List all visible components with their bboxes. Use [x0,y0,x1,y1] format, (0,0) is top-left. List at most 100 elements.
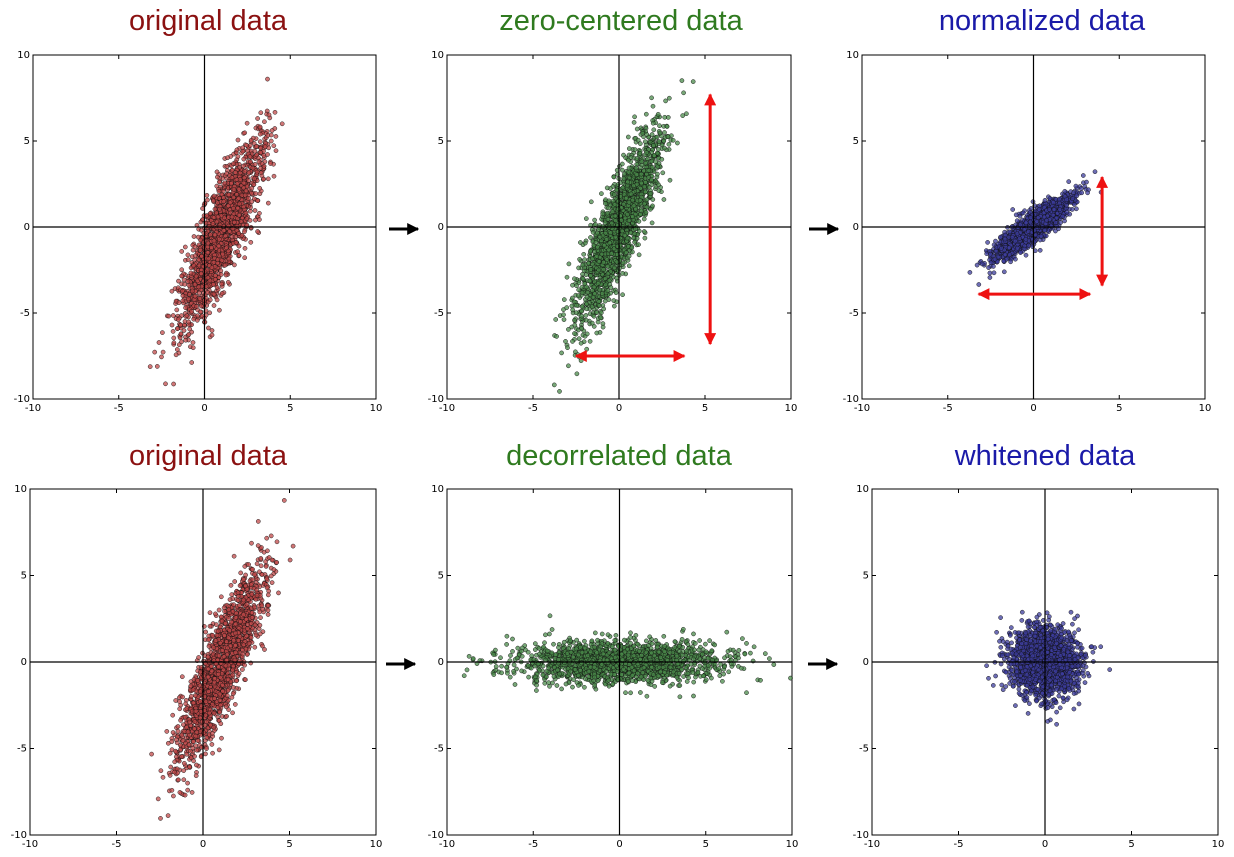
scatter-point [206,256,212,262]
scatter-point [187,291,192,297]
scatter-point [225,155,230,161]
scatter-point [681,90,686,96]
scatter-point [563,339,568,344]
scatter-point [265,76,270,82]
scatter-point [967,270,973,275]
x-tick-label: 0 [1030,403,1036,414]
scatter-point [625,212,630,217]
scatter-point [601,243,607,248]
scatter-point [606,278,612,284]
scatter-point [644,132,650,137]
scatter-point [236,195,242,201]
scatter-point [214,297,220,303]
scatter-point [258,145,264,151]
scatter-point [606,198,612,204]
scatter-point [236,212,242,218]
scatter-point [623,196,629,201]
y-tick-label: 0 [853,222,859,233]
scatter-point [248,137,254,143]
scatter-point [634,172,639,177]
scatter-point [175,317,181,322]
scatter-point [637,151,643,156]
scatter-point [253,217,258,223]
scatter-point [247,218,253,223]
scatter-point [594,253,600,259]
scatter-point [609,251,614,256]
scatter-point [564,305,570,310]
scatter-point [583,313,589,318]
scatter-point [185,252,191,258]
scatter-point [636,242,641,247]
scatter-point [186,282,192,288]
scatter-point [279,121,285,127]
scatter-point [169,322,175,328]
scatter-point [570,307,576,313]
scatter-point [171,340,177,346]
y-tick-label: -5 [849,308,859,319]
scatter-point [255,198,260,203]
scatter-point [216,236,222,242]
scatter-point [242,130,248,136]
y-tick-label: 0 [24,222,30,233]
scatter-point [197,296,203,301]
scatter-point [634,126,640,132]
scatter-point [252,148,258,154]
scatter-point [205,250,211,256]
scatter-point [1078,186,1084,191]
scatter-point [650,203,655,209]
scatter-point [176,300,182,306]
scatter-point [178,322,183,328]
scatter-point [588,199,594,205]
scatter-point [619,228,625,234]
scatter-point [252,176,257,182]
scatter-point [670,137,676,143]
scatter-point [243,188,249,194]
y-tick-label: -5 [20,308,30,319]
scatter-point [656,146,661,152]
scatter-point [215,257,221,263]
scatter-point [579,304,585,310]
scatter-point [257,131,263,137]
scatter-point [181,277,187,283]
scatter-point [180,298,186,304]
scatter-point [257,124,263,130]
scatter-point [594,310,600,315]
scatter-point [205,275,211,281]
scatter-point [229,214,235,220]
scatter-point [593,221,598,227]
scatter-point [656,182,661,188]
scatter-point [628,154,634,160]
scatter-point [641,229,647,234]
scatter-point [609,220,615,226]
scatter-point [629,245,635,251]
scatter-point [650,103,656,109]
scatter-point [207,297,213,303]
scatter-point [181,328,187,333]
scatter-point [611,174,617,180]
scatter-point [604,237,609,242]
scatter-point [607,240,613,246]
scatter-point [235,154,241,159]
scatter-point [224,164,230,169]
scatter-point [192,293,198,299]
scatter-point [580,276,586,282]
scatter-point [679,78,685,83]
scatter-point [235,205,240,211]
scatter-point [654,150,660,156]
scatter-point [273,148,279,154]
scatter-point [261,176,267,182]
scatter-point [242,245,248,251]
scatter-point [626,146,632,151]
scatter-point [589,288,595,293]
scatter-point [602,220,608,226]
x-tick-label: 0 [201,403,207,414]
x-tick-label: 10 [785,403,798,414]
scatter-point [246,178,251,183]
scatter-point [236,231,242,236]
scatter-point [661,197,667,202]
scatter-point [598,315,604,321]
scatter-point [599,251,605,257]
scatter-point [649,95,654,101]
scatter-point [252,161,258,167]
